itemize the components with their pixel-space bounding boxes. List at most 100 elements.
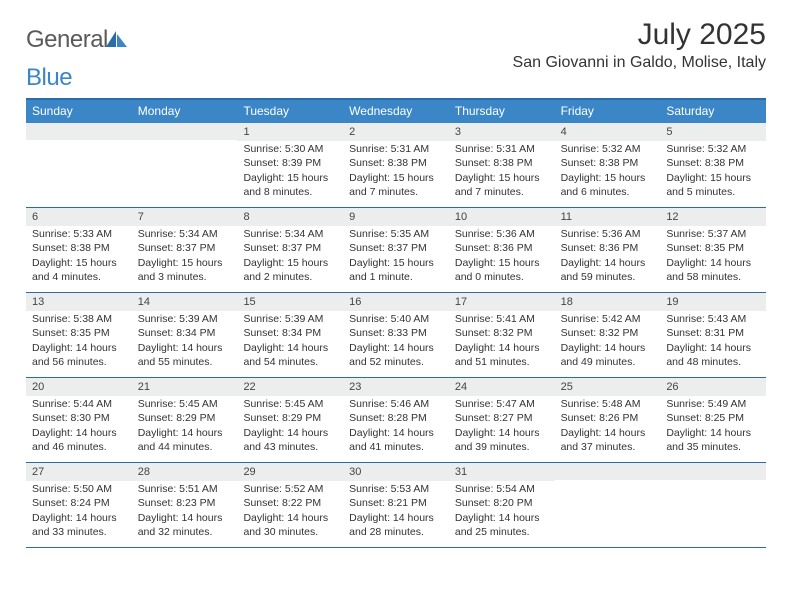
day-number: 5 — [660, 123, 766, 141]
page: GeneralBlue July 2025 San Giovanni in Ga… — [0, 0, 792, 548]
daylight: and 43 minutes. — [243, 441, 337, 455]
dow-sunday: Sunday — [26, 100, 132, 123]
day-details: Sunrise: 5:40 AMSunset: 8:33 PMDaylight:… — [343, 311, 449, 374]
day-number: 8 — [237, 208, 343, 226]
day-number: 12 — [660, 208, 766, 226]
day-details: Sunrise: 5:32 AMSunset: 8:38 PMDaylight:… — [555, 141, 661, 204]
day-cell: 10Sunrise: 5:36 AMSunset: 8:36 PMDayligh… — [449, 208, 555, 292]
sunrise: Sunrise: 5:52 AM — [243, 483, 337, 497]
day-number — [555, 463, 661, 480]
daylight: Daylight: 14 hours — [243, 342, 337, 356]
daylight: Daylight: 14 hours — [138, 512, 232, 526]
daylight: Daylight: 14 hours — [455, 342, 549, 356]
day-number: 27 — [26, 463, 132, 481]
empty-cell — [26, 123, 132, 207]
day-cell: 17Sunrise: 5:41 AMSunset: 8:32 PMDayligh… — [449, 293, 555, 377]
sunset: Sunset: 8:28 PM — [349, 412, 443, 426]
location: San Giovanni in Galdo, Molise, Italy — [513, 54, 766, 72]
daylight: and 28 minutes. — [349, 526, 443, 540]
day-cell: 26Sunrise: 5:49 AMSunset: 8:25 PMDayligh… — [660, 378, 766, 462]
daylight: and 8 minutes. — [243, 186, 337, 200]
sunrise: Sunrise: 5:37 AM — [666, 228, 760, 242]
day-cell: 15Sunrise: 5:39 AMSunset: 8:34 PMDayligh… — [237, 293, 343, 377]
day-details: Sunrise: 5:51 AMSunset: 8:23 PMDaylight:… — [132, 481, 238, 544]
day-details: Sunrise: 5:47 AMSunset: 8:27 PMDaylight:… — [449, 396, 555, 459]
day-details: Sunrise: 5:35 AMSunset: 8:37 PMDaylight:… — [343, 226, 449, 289]
sunset: Sunset: 8:34 PM — [243, 327, 337, 341]
day-number: 24 — [449, 378, 555, 396]
day-number — [660, 463, 766, 480]
sunset: Sunset: 8:29 PM — [243, 412, 337, 426]
day-cell: 11Sunrise: 5:36 AMSunset: 8:36 PMDayligh… — [555, 208, 661, 292]
daylight: Daylight: 14 hours — [138, 427, 232, 441]
day-number: 17 — [449, 293, 555, 311]
day-cell: 19Sunrise: 5:43 AMSunset: 8:31 PMDayligh… — [660, 293, 766, 377]
sunrise: Sunrise: 5:51 AM — [138, 483, 232, 497]
day-cell: 12Sunrise: 5:37 AMSunset: 8:35 PMDayligh… — [660, 208, 766, 292]
daylight: and 4 minutes. — [32, 271, 126, 285]
dow-saturday: Saturday — [660, 100, 766, 123]
day-cell: 28Sunrise: 5:51 AMSunset: 8:23 PMDayligh… — [132, 463, 238, 547]
sunrise: Sunrise: 5:45 AM — [243, 398, 337, 412]
day-number: 11 — [555, 208, 661, 226]
day-details: Sunrise: 5:32 AMSunset: 8:38 PMDaylight:… — [660, 141, 766, 204]
sunrise: Sunrise: 5:43 AM — [666, 313, 760, 327]
daylight: Daylight: 14 hours — [349, 342, 443, 356]
day-cell: 29Sunrise: 5:52 AMSunset: 8:22 PMDayligh… — [237, 463, 343, 547]
day-number: 7 — [132, 208, 238, 226]
sunrise: Sunrise: 5:33 AM — [32, 228, 126, 242]
sunrise: Sunrise: 5:31 AM — [349, 143, 443, 157]
day-number: 29 — [237, 463, 343, 481]
sunset: Sunset: 8:30 PM — [32, 412, 126, 426]
sunset: Sunset: 8:20 PM — [455, 497, 549, 511]
day-number: 18 — [555, 293, 661, 311]
day-cell: 6Sunrise: 5:33 AMSunset: 8:38 PMDaylight… — [26, 208, 132, 292]
sunset: Sunset: 8:35 PM — [666, 242, 760, 256]
daylight: and 52 minutes. — [349, 356, 443, 370]
day-number: 2 — [343, 123, 449, 141]
sunset: Sunset: 8:38 PM — [455, 157, 549, 171]
day-cell: 5Sunrise: 5:32 AMSunset: 8:38 PMDaylight… — [660, 123, 766, 207]
week-row: 20Sunrise: 5:44 AMSunset: 8:30 PMDayligh… — [26, 378, 766, 463]
day-details: Sunrise: 5:50 AMSunset: 8:24 PMDaylight:… — [26, 481, 132, 544]
sunrise: Sunrise: 5:32 AM — [561, 143, 655, 157]
daylight: and 25 minutes. — [455, 526, 549, 540]
day-details: Sunrise: 5:48 AMSunset: 8:26 PMDaylight:… — [555, 396, 661, 459]
week-row: 6Sunrise: 5:33 AMSunset: 8:38 PMDaylight… — [26, 208, 766, 293]
day-number: 3 — [449, 123, 555, 141]
daylight: Daylight: 15 hours — [666, 172, 760, 186]
calendar: SundayMondayTuesdayWednesdayThursdayFrid… — [26, 98, 766, 548]
daylight: and 49 minutes. — [561, 356, 655, 370]
empty-cell — [660, 463, 766, 547]
sunset: Sunset: 8:23 PM — [138, 497, 232, 511]
day-number: 21 — [132, 378, 238, 396]
daylight: and 3 minutes. — [138, 271, 232, 285]
daylight: Daylight: 14 hours — [455, 512, 549, 526]
sunrise: Sunrise: 5:36 AM — [455, 228, 549, 242]
daylight: and 35 minutes. — [666, 441, 760, 455]
day-details: Sunrise: 5:53 AMSunset: 8:21 PMDaylight:… — [343, 481, 449, 544]
daylight: and 33 minutes. — [32, 526, 126, 540]
sunrise: Sunrise: 5:48 AM — [561, 398, 655, 412]
day-number: 10 — [449, 208, 555, 226]
daylight: Daylight: 14 hours — [349, 427, 443, 441]
daylight: and 5 minutes. — [666, 186, 760, 200]
sunrise: Sunrise: 5:36 AM — [561, 228, 655, 242]
sunset: Sunset: 8:36 PM — [561, 242, 655, 256]
day-details: Sunrise: 5:39 AMSunset: 8:34 PMDaylight:… — [132, 311, 238, 374]
dow-thursday: Thursday — [449, 100, 555, 123]
day-details: Sunrise: 5:33 AMSunset: 8:38 PMDaylight:… — [26, 226, 132, 289]
day-cell: 31Sunrise: 5:54 AMSunset: 8:20 PMDayligh… — [449, 463, 555, 547]
sunset: Sunset: 8:32 PM — [561, 327, 655, 341]
day-cell: 23Sunrise: 5:46 AMSunset: 8:28 PMDayligh… — [343, 378, 449, 462]
day-number: 13 — [26, 293, 132, 311]
sunset: Sunset: 8:38 PM — [32, 242, 126, 256]
sunrise: Sunrise: 5:45 AM — [138, 398, 232, 412]
daylight: and 6 minutes. — [561, 186, 655, 200]
day-details: Sunrise: 5:42 AMSunset: 8:32 PMDaylight:… — [555, 311, 661, 374]
day-details: Sunrise: 5:36 AMSunset: 8:36 PMDaylight:… — [449, 226, 555, 289]
daylight: and 55 minutes. — [138, 356, 232, 370]
daylight: Daylight: 15 hours — [561, 172, 655, 186]
day-details: Sunrise: 5:52 AMSunset: 8:22 PMDaylight:… — [237, 481, 343, 544]
day-cell: 8Sunrise: 5:34 AMSunset: 8:37 PMDaylight… — [237, 208, 343, 292]
